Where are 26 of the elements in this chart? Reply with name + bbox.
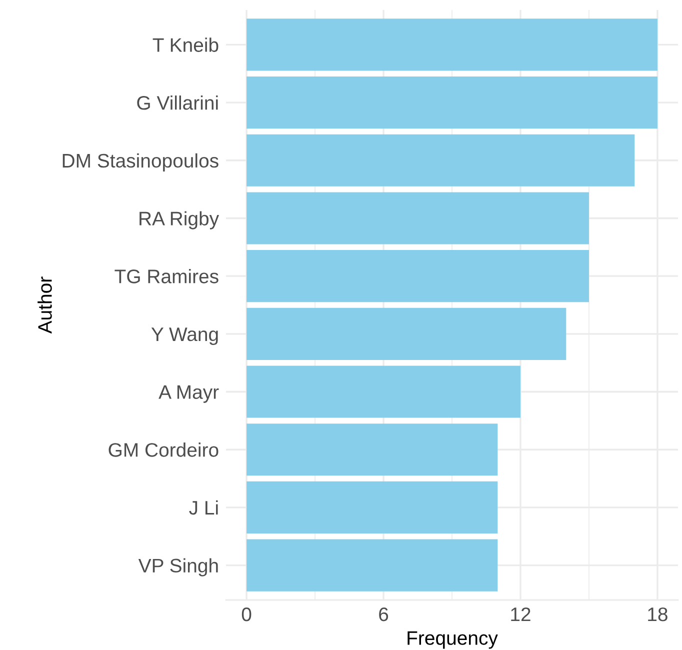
y-tick-label: G Villarini bbox=[137, 96, 218, 110]
bar bbox=[246, 481, 498, 534]
y-tick-label: Y Wang bbox=[151, 328, 218, 345]
y-tick-label: GM Cordeiro bbox=[108, 442, 218, 457]
y-axis-title: Author bbox=[38, 276, 52, 334]
y-tick-label: T Kneib bbox=[152, 38, 218, 52]
x-tick-label: 12 bbox=[511, 607, 530, 622]
bar bbox=[246, 250, 589, 302]
y-tick-label: A Mayr bbox=[158, 385, 219, 403]
bar bbox=[246, 134, 635, 186]
x-axis-title: Frequency bbox=[408, 631, 498, 649]
bar bbox=[246, 76, 658, 129]
y-tick-label: VP Singh bbox=[138, 558, 218, 576]
bar bbox=[246, 18, 658, 71]
y-tick-label: RA Rigby bbox=[140, 211, 220, 230]
x-tick-label: 6 bbox=[379, 607, 388, 622]
bar bbox=[246, 308, 566, 360]
x-tick-label: 18 bbox=[648, 607, 668, 622]
y-tick-label: TG Ramires bbox=[114, 269, 218, 284]
bar bbox=[246, 366, 520, 418]
bar bbox=[246, 424, 498, 476]
y-tick-label: DM Stasinopoulos bbox=[62, 153, 218, 172]
x-tick-label: 0 bbox=[242, 607, 252, 622]
bar bbox=[246, 539, 498, 592]
bar bbox=[246, 192, 589, 244]
y-tick-label: J Li bbox=[189, 500, 218, 515]
